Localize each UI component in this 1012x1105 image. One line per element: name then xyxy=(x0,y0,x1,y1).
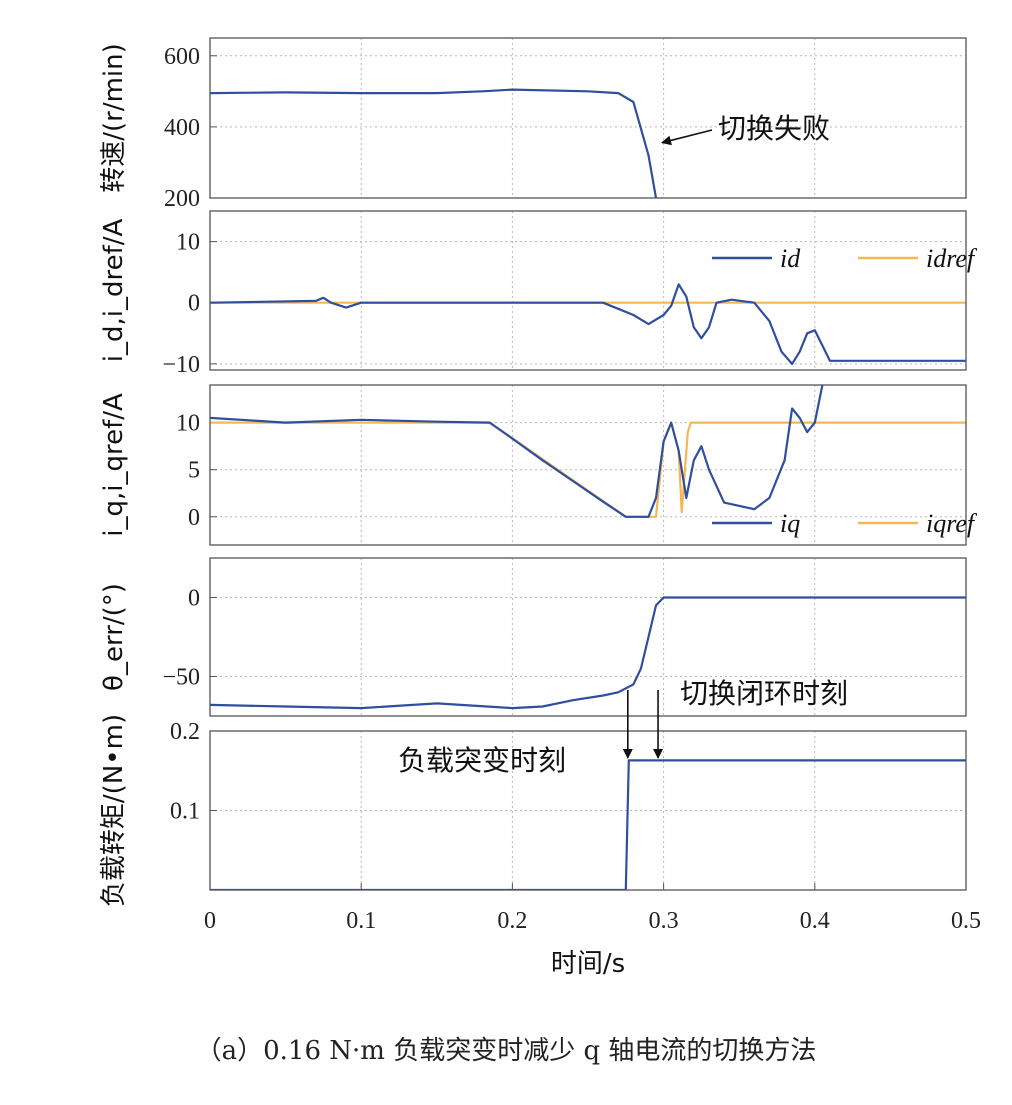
y-tick-label: 0.2 xyxy=(170,719,200,745)
figure-caption: （a）0.16 N·m 负载突变时减少 q 轴电流的切换方法 xyxy=(195,1036,817,1066)
y-tick-label: 200 xyxy=(164,186,200,212)
x-tick-label: 0 xyxy=(204,908,216,934)
x-axis: 0 0.1 0.2 0.3 0.4 0.5 时间/s xyxy=(204,883,981,979)
annotation-arrow xyxy=(661,129,713,146)
panel-id: −10 0 10 i_d,i_dref/A id idref xyxy=(99,210,978,378)
x-tick-label: 0.5 xyxy=(951,908,981,934)
series-line-load xyxy=(210,759,966,890)
legend-label: idref xyxy=(926,244,978,273)
figure: 200 400 600 转速/(r/min) 切换失败 −10 0 10 i_d,i_dref/… xyxy=(99,37,981,979)
series-line-speed xyxy=(210,88,658,198)
panel-frame xyxy=(209,384,967,546)
x-tick-label: 0.2 xyxy=(497,908,527,934)
panel-speed: 200 400 600 转速/(r/min) 切换失败 xyxy=(99,37,967,212)
x-tick-label: 0.4 xyxy=(800,908,830,934)
annotation-text: 负载突变时刻 xyxy=(398,744,566,777)
y-tick-label: 0 xyxy=(188,586,200,612)
series-line-iqref xyxy=(210,421,966,518)
y-axis-label: θ_err/(°) xyxy=(99,583,129,691)
y-tick-label: 0.1 xyxy=(170,799,200,825)
panel-load: 0.1 0.2 负载转矩/(N•m) 负载突变时刻 xyxy=(99,690,967,907)
x-axis-label: 时间/s xyxy=(551,949,625,979)
annotation-text: 切换失败 xyxy=(718,112,830,145)
panel-frame xyxy=(209,210,967,371)
y-tick-label: 10 xyxy=(176,411,200,437)
legend-label: id xyxy=(780,244,801,273)
panel-theta: −50 0 θ_err/(°) 切换闭环时刻 xyxy=(99,557,967,717)
series-line-theta xyxy=(210,596,966,710)
series-line-iq xyxy=(210,385,824,518)
legend-label: iqref xyxy=(926,509,978,538)
y-tick-label: 10 xyxy=(176,230,200,256)
y-axis-label: i_d,i_dref/A xyxy=(99,219,129,363)
panel-frame xyxy=(209,557,967,717)
series-line-id xyxy=(210,283,966,365)
legend-label: iq xyxy=(780,509,800,538)
x-tick-label: 0.3 xyxy=(649,908,679,934)
annotation-text: 切换闭环时刻 xyxy=(680,677,848,710)
y-tick-label: 400 xyxy=(164,115,200,141)
panel-frame xyxy=(209,730,967,891)
y-axis-label: i_q,i_qref/A xyxy=(99,393,129,537)
y-tick-label: 5 xyxy=(188,458,200,484)
y-tick-label: −10 xyxy=(162,352,200,378)
x-tick-label: 0.1 xyxy=(346,908,376,934)
y-tick-label: 0 xyxy=(188,291,200,317)
y-tick-label: 600 xyxy=(164,44,200,70)
y-axis-label: 转速/(r/min) xyxy=(99,43,129,193)
panel-frame xyxy=(209,37,967,199)
y-tick-label: 0 xyxy=(188,505,200,531)
y-axis-label: 负载转矩/(N•m) xyxy=(99,714,129,907)
y-tick-label: −50 xyxy=(162,665,200,691)
